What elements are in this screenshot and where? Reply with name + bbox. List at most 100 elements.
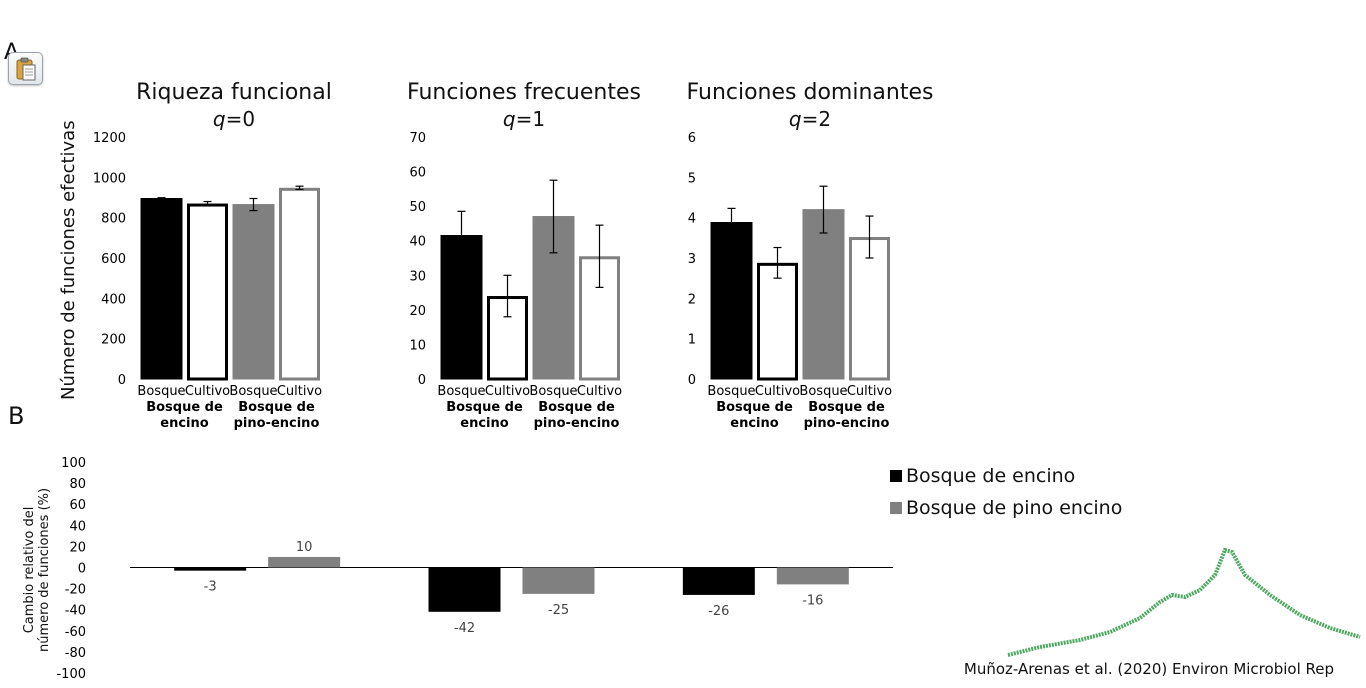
chart1-bar [279,187,320,381]
chart1-bar [140,198,183,380]
legend-swatch-pino-encino [890,502,902,514]
chart1-ytick: 1200 [93,131,126,146]
chart1-bar [187,203,228,381]
chart2-ytick: 20 [409,304,426,319]
chart1-group-label-line2: encino [160,416,208,431]
chartB-ytick: 40 [69,519,86,534]
chartB-ytick: 0 [78,562,86,577]
chart2-xtick: Bosque [437,384,485,399]
citation: Muñoz-Arenas et al. (2020) Environ Micro… [963,660,1334,678]
chart2-group-label-line1: Bosque de [446,400,523,415]
chart3-xtick: Bosque [707,384,755,399]
panel-a-ylabel: Número de funciones efectivas [58,120,79,400]
legend-swatch-encino [890,470,902,482]
chart3-xtick: Cultivo [755,384,800,399]
chart1-q-symbol: q [212,107,226,131]
chart1-ytick: 600 [101,252,126,267]
chart3-bar [802,209,845,380]
legend: Bosque de encino Bosque de pino encino [890,460,1122,524]
chart1-xtick: Bosque [229,384,277,399]
chartB-ytick: 20 [69,540,86,555]
chart3-group-label-line2: pino-encino [804,416,890,431]
chartB-ytick: -40 [65,604,86,619]
chart3-ytick: 5 [688,171,696,186]
mountain-silhouette-icon [1007,547,1361,657]
panel-b-ylabel: Cambio relativo del número de funciones … [22,488,52,652]
chart2-group-label-line2: encino [460,416,508,431]
chart2-group-label-line2: pino-encino [534,416,620,431]
clipboard-paste-glyph [16,57,36,81]
chart1-group-label-line1: Bosque de [146,400,223,415]
chart3-title-text: Funciones dominantes [686,80,934,105]
chart2-xtick: Cultivo [485,384,530,399]
chart3-ytick: 4 [688,212,696,227]
chart1-ytick: 0 [118,373,126,388]
chart1-ytick: 200 [101,333,126,348]
chart2-group-label-line1: Bosque de [538,400,615,415]
chart2-q-label: q=1 [404,106,644,132]
chart3-q-symbol: q [788,107,802,131]
chart3-title: Funciones dominantes q=2 [680,80,940,132]
chartB-data-label: -16 [802,593,823,608]
chart1-ytick: 400 [101,292,126,307]
chart3-bar [757,262,798,381]
chart2-q-symbol: q [502,107,516,131]
chartB-bar [174,567,247,571]
chartB-data-label: -42 [454,621,475,636]
chart3-ytick: 2 [688,292,696,307]
chart3-ytick: 0 [688,373,696,388]
chart1-q-label: q=0 [124,106,344,132]
legend-item-pino-encino: Bosque de pino encino [890,492,1122,524]
chart-cambio-relativo: -100 -80 -60 -40 -20 0 20 40 60 80 100 -3 -42 -26 10 -2… [56,456,893,682]
chart2-title: Funciones frecuentes q=1 [404,80,644,132]
chart1-xtick: Cultivo [277,384,322,399]
chartB-data-label: -26 [708,604,729,619]
clipboard-paste-icon[interactable] [8,52,43,85]
chartB-ytick: 100 [61,456,86,471]
chart1-ytick: 1000 [93,171,126,186]
chartB-bar [776,567,849,585]
chart2-ytick: 50 [409,200,426,215]
chart3-q-value: =2 [801,107,832,131]
chartB-data-label: -3 [204,580,217,595]
chart3-group-label-line1: Bosque de [808,400,885,415]
chart2-ytick: 0 [418,373,426,388]
chart1-group-label-line1: Bosque de [238,400,315,415]
chartB-bar [522,567,595,594]
chart2-ytick: 60 [409,166,426,181]
chart1-title-text: Riqueza funcional [136,80,332,105]
chart3-ytick: 1 [688,333,696,348]
chart1-ytick: 800 [101,212,126,227]
chart3-bar [849,237,890,381]
chartB-ytick: -60 [65,625,86,640]
chartB-bar [268,556,341,568]
chart3-ytick: 6 [688,131,696,146]
chart2-xtick: Bosque [529,384,577,399]
chart1-bar [232,204,275,380]
chart2-q-value: =1 [515,107,546,131]
panel-b-ylabel-line1: Cambio relativo del [22,506,37,634]
chart2-ytick: 40 [409,235,426,250]
chart3-xtick: Bosque [799,384,847,399]
chart1-q-value: =0 [225,107,256,131]
chartB-bar [682,567,755,595]
chart2-ytick: 30 [409,269,426,284]
chartB-ytick: -100 [56,667,86,682]
chartB-bar [428,567,501,612]
chart3-bar [710,222,753,380]
legend-item-encino: Bosque de encino [890,460,1122,492]
chart3-q-label: q=2 [680,106,940,132]
chartB-ytick: -20 [65,583,86,598]
legend-label-encino: Bosque de encino [906,465,1076,487]
chart3-xtick: Cultivo [847,384,892,399]
chart1-group-label-line2: pino-encino [234,416,320,431]
panel-b-label: B [8,402,25,430]
chart3-group-label-line2: encino [730,416,778,431]
chart3-ytick: 3 [688,252,696,267]
chartB-data-label: 10 [296,540,313,555]
chart1-xtick: Cultivo [185,384,230,399]
legend-label-pino-encino: Bosque de pino encino [906,497,1123,519]
